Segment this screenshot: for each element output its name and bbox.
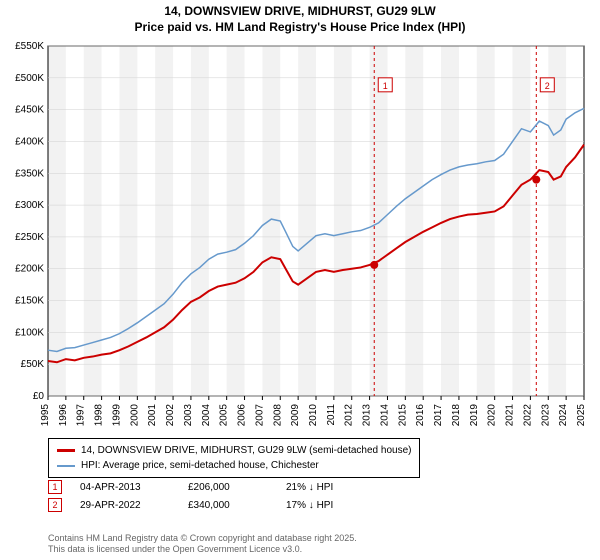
chart-title: 14, DOWNSVIEW DRIVE, MIDHURST, GU29 9LW … [0, 0, 600, 35]
marker-diff-2: 17% ↓ HPI [286, 500, 366, 511]
svg-text:2016: 2016 [415, 404, 426, 427]
svg-text:2003: 2003 [183, 404, 194, 427]
svg-text:1999: 1999 [111, 404, 122, 427]
svg-text:2007: 2007 [254, 404, 265, 427]
svg-text:2004: 2004 [201, 404, 212, 427]
svg-text:£400K: £400K [15, 136, 44, 147]
svg-text:£150K: £150K [15, 296, 44, 307]
legend-swatch-2 [57, 465, 75, 467]
svg-text:1: 1 [383, 81, 388, 91]
legend-swatch-1 [57, 449, 75, 452]
svg-text:1998: 1998 [94, 404, 105, 427]
svg-text:£450K: £450K [15, 105, 44, 116]
svg-text:2017: 2017 [433, 404, 444, 427]
marker-date-2: 29-APR-2022 [80, 500, 170, 511]
svg-text:£200K: £200K [15, 264, 44, 275]
marker-diff-1: 21% ↓ HPI [286, 482, 366, 493]
svg-text:2014: 2014 [379, 404, 390, 427]
svg-text:2019: 2019 [469, 404, 480, 427]
footer-line2: This data is licensed under the Open Gov… [48, 544, 357, 556]
svg-text:2002: 2002 [165, 404, 176, 427]
svg-text:1996: 1996 [58, 404, 69, 427]
legend-label-1: 14, DOWNSVIEW DRIVE, MIDHURST, GU29 9LW … [81, 443, 411, 458]
svg-text:£100K: £100K [15, 327, 44, 338]
marker-price-1: £206,000 [188, 482, 268, 493]
marker-num-1: 1 [48, 480, 62, 494]
svg-text:2: 2 [545, 81, 550, 91]
marker-num-2: 2 [48, 498, 62, 512]
svg-text:2001: 2001 [147, 404, 158, 427]
svg-text:2000: 2000 [129, 404, 140, 427]
svg-text:2010: 2010 [308, 404, 319, 427]
svg-text:2005: 2005 [219, 404, 230, 427]
svg-text:2008: 2008 [272, 404, 283, 427]
svg-text:1997: 1997 [76, 404, 87, 427]
chart-container: 14, DOWNSVIEW DRIVE, MIDHURST, GU29 9LW … [0, 0, 600, 560]
title-line2: Price paid vs. HM Land Registry's House … [0, 20, 600, 36]
legend-row-2: HPI: Average price, semi-detached house,… [57, 458, 411, 473]
chart-area: £0 £50K £100K £150K £200K £250K £300K £350K £400… [8, 40, 592, 432]
svg-text:£50K: £50K [21, 359, 45, 370]
svg-text:£500K: £500K [15, 73, 44, 84]
marker-date-1: 04-APR-2013 [80, 482, 170, 493]
svg-text:1995: 1995 [40, 404, 51, 427]
title-line1: 14, DOWNSVIEW DRIVE, MIDHURST, GU29 9LW [0, 4, 600, 20]
legend: 14, DOWNSVIEW DRIVE, MIDHURST, GU29 9LW … [48, 438, 420, 478]
svg-text:£250K: £250K [15, 232, 44, 243]
svg-text:2024: 2024 [558, 404, 569, 427]
svg-text:2011: 2011 [326, 404, 337, 426]
legend-label-2: HPI: Average price, semi-detached house,… [81, 458, 319, 473]
footer: Contains HM Land Registry data © Crown c… [48, 533, 357, 556]
footer-line1: Contains HM Land Registry data © Crown c… [48, 533, 357, 545]
legend-row-1: 14, DOWNSVIEW DRIVE, MIDHURST, GU29 9LW … [57, 443, 411, 458]
svg-text:2021: 2021 [505, 404, 516, 427]
svg-text:2020: 2020 [487, 404, 498, 427]
marker-row-2: 2 29-APR-2022 £340,000 17% ↓ HPI [48, 498, 366, 512]
svg-text:2006: 2006 [237, 404, 248, 427]
svg-text:2015: 2015 [397, 404, 408, 427]
svg-text:£300K: £300K [15, 200, 44, 211]
svg-text:£550K: £550K [15, 41, 44, 52]
svg-text:2013: 2013 [362, 404, 373, 427]
marker-table: 1 04-APR-2013 £206,000 21% ↓ HPI 2 29-AP… [48, 480, 366, 516]
svg-text:£350K: £350K [15, 168, 44, 179]
svg-text:2009: 2009 [290, 404, 301, 427]
marker-price-2: £340,000 [188, 500, 268, 511]
svg-text:2023: 2023 [540, 404, 551, 427]
svg-text:2025: 2025 [576, 404, 587, 427]
marker-row-1: 1 04-APR-2013 £206,000 21% ↓ HPI [48, 480, 366, 494]
svg-text:£0: £0 [33, 391, 45, 402]
line-chart-svg: £0 £50K £100K £150K £200K £250K £300K £350K £400… [8, 40, 592, 432]
svg-text:2018: 2018 [451, 404, 462, 427]
svg-text:2022: 2022 [522, 404, 533, 427]
svg-text:2012: 2012 [344, 404, 355, 427]
